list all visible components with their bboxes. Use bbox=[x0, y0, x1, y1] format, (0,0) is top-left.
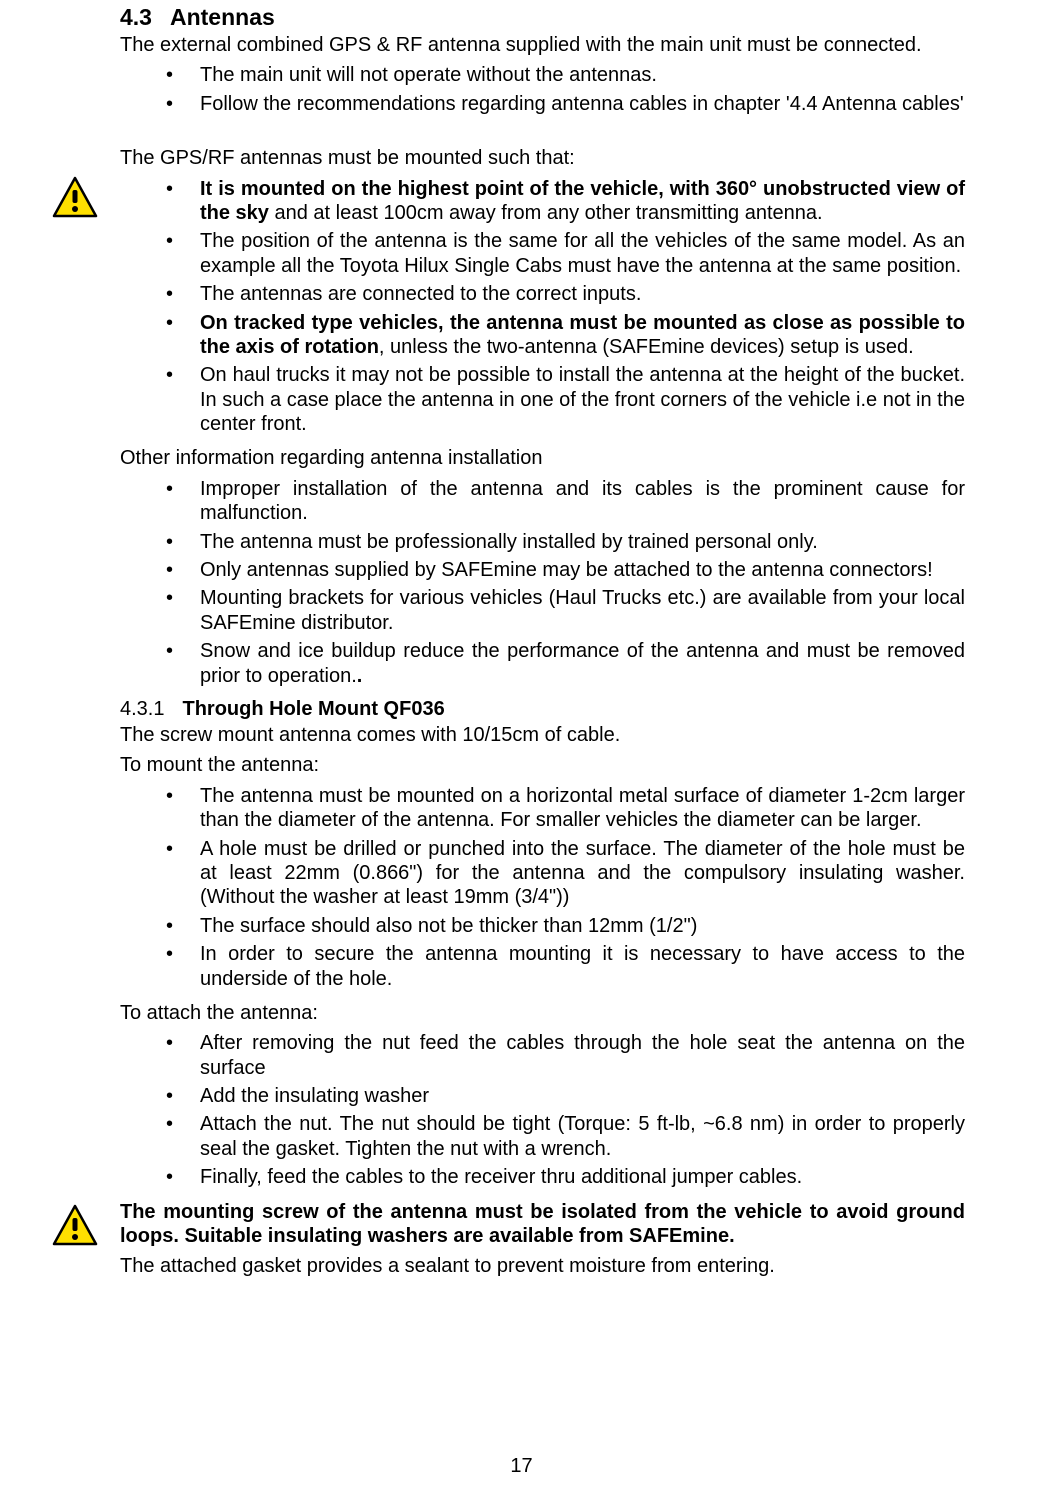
section-4-3-1-heading: 4.3.1 Through Hole Mount QF036 bbox=[120, 698, 965, 721]
warning-icon bbox=[52, 1204, 98, 1246]
section-number: 4.3 bbox=[120, 4, 152, 30]
sec431-attach-bullets: After removing the nut feed the cables t… bbox=[120, 1031, 965, 1189]
list-item: A hole must be drilled or punched into t… bbox=[200, 837, 965, 910]
sec431-mount-lead: To mount the antenna: bbox=[120, 753, 965, 777]
subsection-title: Through Hole Mount QF036 bbox=[182, 698, 444, 720]
ground-loop-warning: The mounting screw of the antenna must b… bbox=[120, 1200, 965, 1279]
sec431-intro: The screw mount antenna comes with 10/15… bbox=[120, 723, 965, 747]
list-item: The position of the antenna is the same … bbox=[200, 229, 965, 278]
other-bullets: Improper installation of the antenna and… bbox=[120, 477, 965, 688]
list-item: On haul trucks it may not be possible to… bbox=[200, 363, 965, 436]
mount-lead: The GPS/RF antennas must be mounted such… bbox=[120, 146, 965, 170]
list-item: Finally, feed the cables to the receiver… bbox=[200, 1165, 965, 1189]
list-item: Add the insulating washer bbox=[200, 1084, 965, 1108]
list-item: After removing the nut feed the cables t… bbox=[200, 1031, 965, 1080]
sec43-intro: The external combined GPS & RF antenna s… bbox=[120, 33, 965, 57]
other-lead: Other information regarding antenna inst… bbox=[120, 446, 965, 470]
section-title: Antennas bbox=[170, 4, 275, 30]
list-item: In order to secure the antenna mounting … bbox=[200, 942, 965, 991]
list-item: The antenna must be professionally insta… bbox=[200, 530, 965, 554]
list-item: The antennas are connected to the correc… bbox=[200, 282, 965, 306]
mount-requirements-block: The GPS/RF antennas must be mounted such… bbox=[120, 146, 965, 436]
list-item: Mounting brackets for various vehicles (… bbox=[200, 586, 965, 635]
list-item: The antenna must be mounted on a horizon… bbox=[200, 784, 965, 833]
list-item: Snow and ice buildup reduce the performa… bbox=[200, 639, 965, 688]
text-span: , unless the two-antenna (SAFEmine devic… bbox=[379, 336, 914, 358]
sec43-intro-bullets: The main unit will not operate without t… bbox=[120, 63, 965, 116]
section-4-3-heading: 4.3 Antennas bbox=[120, 4, 965, 31]
list-item: Improper installation of the antenna and… bbox=[200, 477, 965, 526]
list-item: Follow the recommendations regarding ant… bbox=[200, 92, 965, 116]
warn-tail-text: The attached gasket provides a sealant t… bbox=[120, 1254, 965, 1278]
sec431-mount-bullets: The antenna must be mounted on a horizon… bbox=[120, 784, 965, 991]
mount-bullets: It is mounted on the highest point of th… bbox=[120, 177, 965, 437]
sec431-attach-lead: To attach the antenna: bbox=[120, 1001, 965, 1025]
list-item: On tracked type vehicles, the antenna mu… bbox=[200, 311, 965, 360]
subsection-number: 4.3.1 bbox=[120, 698, 164, 720]
text-span: Snow and ice buildup reduce the performa… bbox=[200, 640, 965, 686]
list-item: It is mounted on the highest point of th… bbox=[200, 177, 965, 226]
text-span: and at least 100cm away from any other t… bbox=[269, 202, 823, 224]
list-item: Attach the nut. The nut should be tight … bbox=[200, 1112, 965, 1161]
list-item: Only antennas supplied by SAFEmine may b… bbox=[200, 558, 965, 582]
warning-icon bbox=[52, 176, 98, 218]
warn-bold-text: The mounting screw of the antenna must b… bbox=[120, 1200, 965, 1249]
page-number: 17 bbox=[0, 1455, 1043, 1478]
list-item: The main unit will not operate without t… bbox=[200, 63, 965, 87]
list-item: The surface should also not be thicker t… bbox=[200, 914, 965, 938]
document-page: 4.3 Antennas The external combined GPS & … bbox=[0, 4, 1043, 1496]
